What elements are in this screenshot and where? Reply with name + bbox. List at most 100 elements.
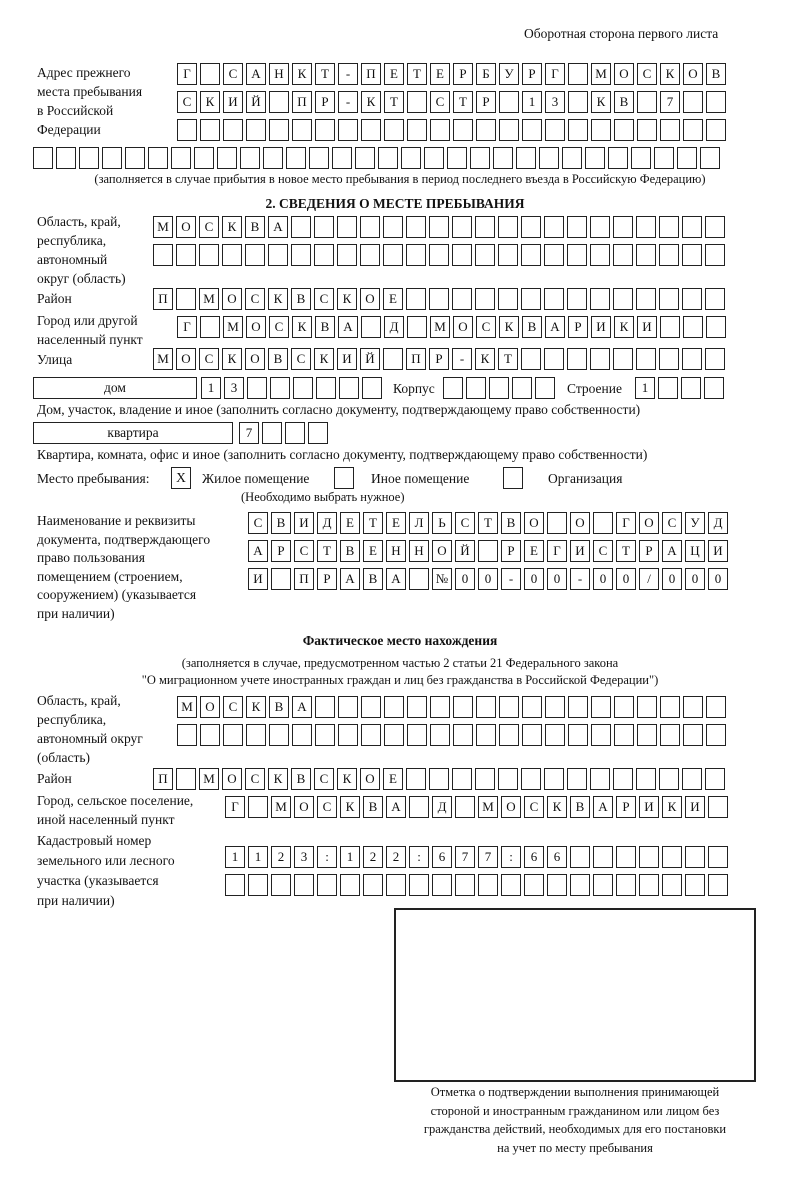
char-cell[interactable] [591, 724, 611, 746]
char-cell[interactable]: Г [225, 796, 245, 818]
char-cell[interactable] [383, 216, 403, 238]
char-cell[interactable] [682, 216, 702, 238]
char-cell[interactable] [593, 512, 613, 534]
char-cell[interactable] [271, 568, 291, 590]
char-cell[interactable]: 1 [340, 846, 360, 868]
char-cell[interactable] [682, 348, 702, 370]
char-cell[interactable] [476, 119, 496, 141]
char-cell[interactable] [240, 147, 260, 169]
char-cell[interactable] [176, 244, 196, 266]
char-cell[interactable] [271, 874, 291, 896]
char-cell[interactable]: К [591, 91, 611, 113]
char-cell[interactable]: О [432, 540, 452, 562]
char-cell[interactable] [544, 348, 564, 370]
char-cell[interactable] [590, 244, 610, 266]
char-cell[interactable] [683, 316, 703, 338]
char-cell[interactable]: С [476, 316, 496, 338]
char-cell[interactable]: Е [430, 63, 450, 85]
char-cell[interactable]: А [662, 540, 682, 562]
char-cell[interactable]: В [706, 63, 726, 85]
char-cell[interactable]: Г [547, 540, 567, 562]
char-cell[interactable] [660, 316, 680, 338]
char-cell[interactable]: А [386, 796, 406, 818]
char-cell[interactable] [406, 216, 426, 238]
char-cell[interactable] [263, 147, 283, 169]
char-cell[interactable]: 0 [593, 568, 613, 590]
char-cell[interactable]: В [315, 316, 335, 338]
char-cell[interactable]: М [478, 796, 498, 818]
char-cell[interactable] [662, 874, 682, 896]
char-cell[interactable] [476, 724, 496, 746]
char-cell[interactable]: К [268, 288, 288, 310]
char-cell[interactable]: : [501, 846, 521, 868]
char-cell[interactable] [677, 147, 697, 169]
char-cell[interactable] [407, 91, 427, 113]
char-cell[interactable] [362, 377, 382, 399]
prev-address-row-3[interactable] [177, 119, 729, 141]
char-cell[interactable] [455, 874, 475, 896]
char-cell[interactable]: Т [363, 512, 383, 534]
char-cell[interactable] [568, 724, 588, 746]
char-cell[interactable]: С [294, 540, 314, 562]
char-cell[interactable]: К [222, 348, 242, 370]
char-cell[interactable] [683, 91, 703, 113]
char-cell[interactable]: Д [384, 316, 404, 338]
char-cell[interactable] [176, 288, 196, 310]
char-cell[interactable] [314, 216, 334, 238]
char-cell[interactable]: К [499, 316, 519, 338]
char-cell[interactable]: И [248, 568, 268, 590]
char-cell[interactable] [453, 696, 473, 718]
char-cell[interactable] [659, 768, 679, 790]
char-cell[interactable] [544, 288, 564, 310]
char-cell[interactable] [452, 288, 472, 310]
char-cell[interactable]: О [294, 796, 314, 818]
char-cell[interactable] [636, 348, 656, 370]
char-cell[interactable]: К [200, 91, 220, 113]
char-cell[interactable]: 6 [432, 846, 452, 868]
char-cell[interactable] [171, 147, 191, 169]
char-cell[interactable]: 0 [455, 568, 475, 590]
char-cell[interactable] [406, 244, 426, 266]
char-cell[interactable]: И [708, 540, 728, 562]
char-cell[interactable]: Й [246, 91, 266, 113]
char-cell[interactable] [429, 288, 449, 310]
char-cell[interactable] [285, 422, 305, 444]
char-cell[interactable] [681, 377, 701, 399]
char-cell[interactable] [317, 874, 337, 896]
char-cell[interactable] [475, 768, 495, 790]
char-cell[interactable]: Т [317, 540, 337, 562]
char-cell[interactable]: В [291, 768, 311, 790]
char-cell[interactable]: Р [501, 540, 521, 562]
char-cell[interactable]: О [524, 512, 544, 534]
char-cell[interactable]: : [317, 846, 337, 868]
char-cell[interactable]: И [685, 796, 705, 818]
char-cell[interactable] [512, 377, 532, 399]
char-cell[interactable]: Д [432, 796, 452, 818]
char-cell[interactable]: А [545, 316, 565, 338]
char-cell[interactable] [590, 216, 610, 238]
char-cell[interactable] [430, 119, 450, 141]
char-cell[interactable] [568, 91, 588, 113]
char-cell[interactable] [498, 244, 518, 266]
char-cell[interactable]: М [177, 696, 197, 718]
char-cell[interactable] [407, 316, 427, 338]
char-cell[interactable] [125, 147, 145, 169]
char-cell[interactable] [309, 147, 329, 169]
char-cell[interactable]: Р [429, 348, 449, 370]
char-cell[interactable]: Р [568, 316, 588, 338]
char-cell[interactable] [683, 696, 703, 718]
char-cell[interactable] [706, 724, 726, 746]
char-cell[interactable] [56, 147, 76, 169]
char-cell[interactable] [489, 377, 509, 399]
char-cell[interactable]: О [683, 63, 703, 85]
char-cell[interactable] [631, 147, 651, 169]
char-cell[interactable]: - [501, 568, 521, 590]
char-cell[interactable]: К [246, 696, 266, 718]
char-cell[interactable] [475, 216, 495, 238]
char-cell[interactable] [636, 216, 656, 238]
char-cell[interactable] [660, 119, 680, 141]
char-cell[interactable]: П [153, 288, 173, 310]
char-cell[interactable] [654, 147, 674, 169]
